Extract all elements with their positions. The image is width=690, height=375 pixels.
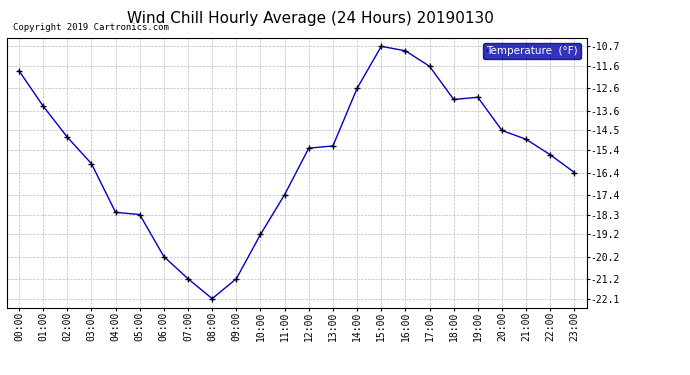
Legend: Temperature  (°F): Temperature (°F) xyxy=(484,43,581,59)
Text: Wind Chill Hourly Average (24 Hours) 20190130: Wind Chill Hourly Average (24 Hours) 201… xyxy=(127,11,494,26)
Text: Copyright 2019 Cartronics.com: Copyright 2019 Cartronics.com xyxy=(12,23,168,32)
